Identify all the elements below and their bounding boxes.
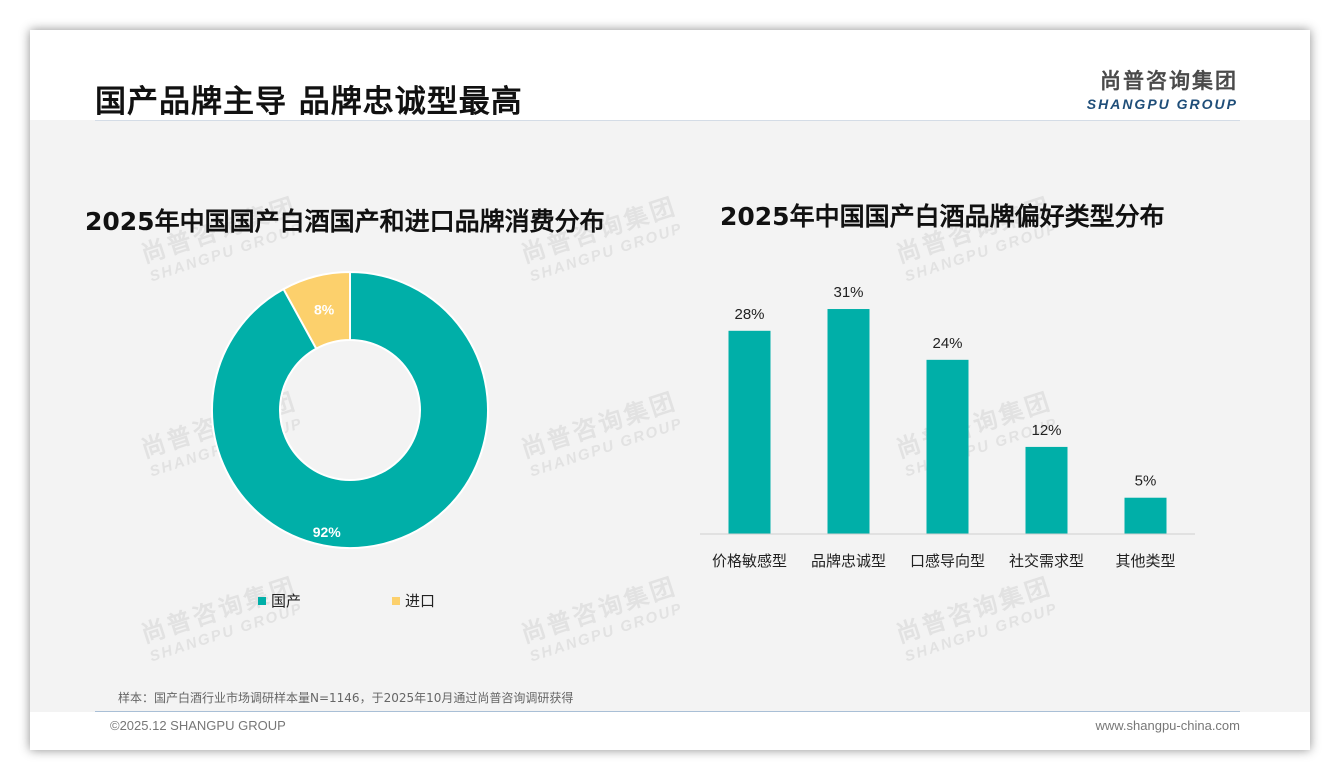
bar-value-label: 24% [932, 335, 962, 352]
x-tick-label: 价格敏感型 [712, 553, 787, 570]
bar [1124, 497, 1167, 534]
legend-item-imported: 进口 [392, 590, 435, 611]
donut-slice-label: 92% [313, 524, 342, 540]
logo-cn-text: 尚普咨询集团 [1100, 69, 1238, 93]
donut-slice [211, 270, 489, 549]
bar [827, 309, 870, 534]
x-tick-label: 品牌忠诚型 [811, 553, 886, 570]
donut-slice [282, 270, 351, 351]
bar-value-label: 28% [734, 306, 764, 323]
donut-slice-label: 8% [314, 301, 335, 317]
sample-footnote: 样本：国产白酒行业市场调研样本量N=1146，于2025年10月通过尚普咨询调研… [118, 691, 574, 705]
legend-swatch-imported [392, 596, 400, 605]
x-tick-label: 其他类型 [1115, 553, 1175, 570]
header-band [30, 30, 1310, 120]
bar-value-label: 31% [833, 284, 863, 301]
legend-item-domestic: 国产 [258, 590, 301, 611]
x-tick-label: 社交需求型 [1009, 552, 1084, 570]
bar [1025, 446, 1068, 534]
slide: 国产品牌主导 品牌忠诚型最高 尚普咨询集团 SHANGPU GROUP 尚普咨询… [30, 30, 1310, 750]
bar [926, 359, 969, 534]
legend-label-domestic: 国产 [271, 593, 302, 610]
bar [728, 330, 771, 534]
bar-value-label: 5% [1135, 473, 1157, 490]
footer-divider [95, 711, 1240, 712]
bar-chart-title: 2025年中国国产白酒品牌偏好类型分布 [720, 202, 1165, 231]
legend-swatch-domestic [258, 596, 266, 605]
copyright-text: ©2025.12 SHANGPU GROUP [110, 718, 286, 733]
header-divider [95, 120, 1240, 121]
legend-label-imported: 进口 [405, 593, 436, 610]
website-text: www.shangpu-china.com [1095, 718, 1240, 733]
page-title: 国产品牌主导 品牌忠诚型最高 [95, 84, 523, 120]
donut-chart: 92% 8% [211, 270, 489, 549]
donut-chart-title: 2025年中国国产白酒国产和进口品牌消费分布 [85, 207, 605, 236]
x-tick-label: 口感导向型 [910, 553, 985, 570]
bar-chart: 28% 价格敏感型 31% 品牌忠诚型 24% 口感导向型 12% 社交需求型 5% 其他类型 [700, 284, 1195, 570]
bar-value-label: 12% [1031, 422, 1061, 439]
footer-band [30, 712, 1310, 750]
logo-en-text: SHANGPU GROUP [1086, 96, 1238, 112]
company-logo: 尚普咨询集团 SHANGPU GROUP [1087, 65, 1238, 112]
